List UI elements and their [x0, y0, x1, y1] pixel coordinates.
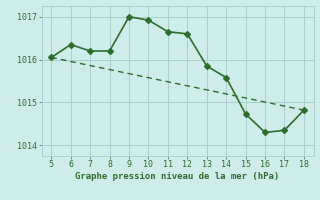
- X-axis label: Graphe pression niveau de la mer (hPa): Graphe pression niveau de la mer (hPa): [76, 172, 280, 181]
